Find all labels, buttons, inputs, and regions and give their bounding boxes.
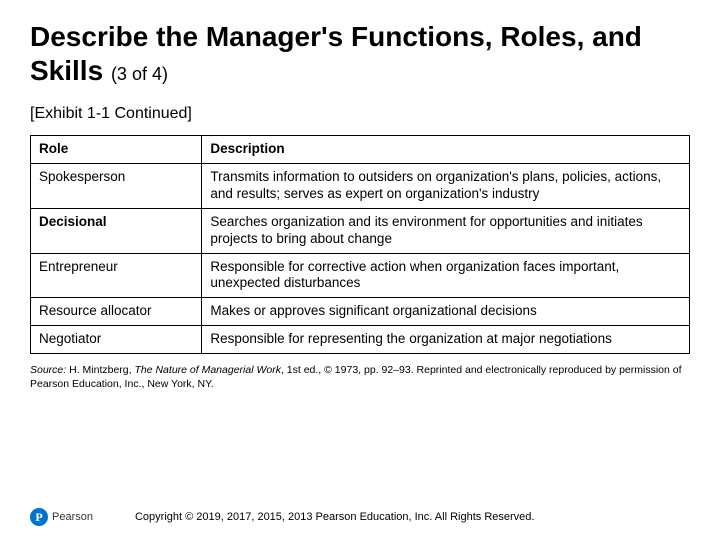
pearson-logo-text: Pearson bbox=[52, 511, 93, 523]
footer: P Pearson Copyright © 2019, 2017, 2015, … bbox=[30, 508, 690, 526]
slide-title: Describe the Manager's Functions, Roles,… bbox=[30, 20, 690, 87]
description-cell: Makes or approves significant organizati… bbox=[202, 298, 690, 326]
table-row: SpokespersonTransmits information to out… bbox=[31, 164, 690, 209]
exhibit-label: [Exhibit 1-1 Continued] bbox=[30, 105, 690, 123]
role-cell: Resource allocator bbox=[31, 298, 202, 326]
role-cell: Spokesperson bbox=[31, 164, 202, 209]
pearson-logo-icon: P bbox=[30, 508, 48, 526]
description-cell: Responsible for representing the organiz… bbox=[202, 326, 690, 354]
description-cell: Searches organization and its environmen… bbox=[202, 208, 690, 253]
source-book: The Nature of Managerial Work bbox=[134, 364, 280, 376]
col-header-description: Description bbox=[202, 136, 690, 164]
pearson-logo: P Pearson bbox=[30, 508, 93, 526]
title-sub: (3 of 4) bbox=[111, 64, 168, 84]
description-cell: Responsible for corrective action when o… bbox=[202, 253, 690, 298]
table-row: EntrepreneurResponsible for corrective a… bbox=[31, 253, 690, 298]
source-author: H. Mintzberg, bbox=[66, 364, 134, 376]
role-cell: Entrepreneur bbox=[31, 253, 202, 298]
roles-table: Role Description SpokespersonTransmits i… bbox=[30, 135, 690, 354]
copyright-text: Copyright © 2019, 2017, 2015, 2013 Pears… bbox=[135, 511, 690, 523]
table-row: NegotiatorResponsible for representing t… bbox=[31, 326, 690, 354]
source-citation: Source: H. Mintzberg, The Nature of Mana… bbox=[30, 364, 690, 391]
table-row: Resource allocatorMakes or approves sign… bbox=[31, 298, 690, 326]
source-label: Source: bbox=[30, 364, 66, 376]
col-header-role: Role bbox=[31, 136, 202, 164]
table-row: DecisionalSearches organization and its … bbox=[31, 208, 690, 253]
role-cell: Negotiator bbox=[31, 326, 202, 354]
role-cell: Decisional bbox=[31, 208, 202, 253]
table-header-row: Role Description bbox=[31, 136, 690, 164]
description-cell: Transmits information to outsiders on or… bbox=[202, 164, 690, 209]
